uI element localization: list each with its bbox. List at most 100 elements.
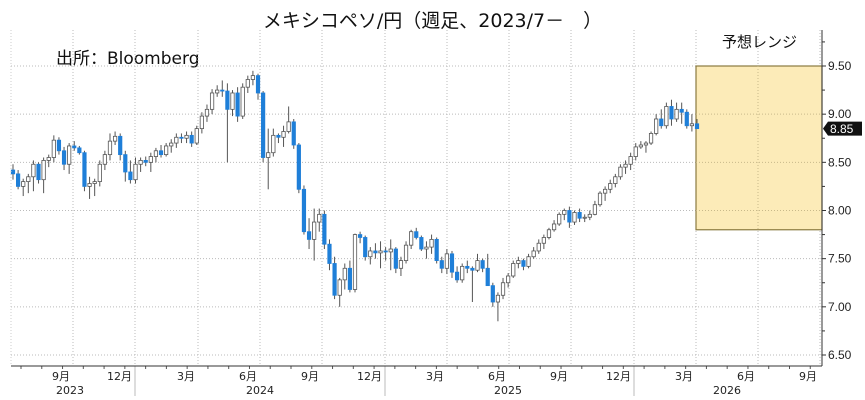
candle-up: [623, 163, 628, 168]
candle-up: [271, 134, 276, 154]
candle-down: [255, 75, 261, 94]
candle-up: [608, 183, 613, 190]
candle-up: [587, 213, 592, 218]
candle-down: [123, 154, 128, 173]
candle-down: [465, 265, 470, 269]
candles: [10, 70, 700, 322]
x-tick-label: 12月: [606, 370, 631, 383]
candle-up: [572, 212, 577, 223]
candle-down: [291, 121, 296, 146]
candle-up: [444, 253, 449, 269]
candle-up: [194, 128, 199, 144]
candle-down: [659, 118, 664, 127]
candle-down: [454, 271, 460, 281]
candle-down: [235, 92, 240, 117]
candle-down: [158, 150, 164, 156]
y-tick-label: 8.50: [828, 155, 852, 169]
candle-up: [368, 250, 373, 258]
candle-down: [72, 145, 77, 149]
candle-up: [582, 216, 587, 219]
candle-up: [286, 121, 291, 132]
candle-down: [470, 267, 475, 271]
candle-down: [10, 169, 16, 175]
candle-up: [546, 229, 552, 238]
x-tick-label: 12月: [107, 370, 132, 383]
candle-up: [317, 213, 322, 223]
candle-up: [199, 115, 204, 130]
x-tick-label: 3月: [426, 370, 444, 383]
x-tick-label: 3月: [177, 370, 195, 383]
candle-up: [674, 108, 679, 120]
candle-up: [164, 145, 169, 156]
candle-up: [230, 92, 235, 110]
candle-up: [618, 166, 623, 178]
candle-down: [143, 160, 148, 163]
candle-up: [92, 181, 97, 184]
chart-title: メキシコペソ/円（週足、2023/7－ ）: [262, 10, 603, 32]
candle-up: [67, 145, 72, 165]
candle-up: [169, 142, 174, 147]
candle-down: [567, 210, 572, 223]
candle-up: [138, 160, 143, 165]
candle-down: [419, 237, 424, 250]
candle-down: [480, 260, 485, 269]
candle-up: [460, 265, 465, 281]
candle-up: [174, 136, 179, 144]
candle-up: [250, 75, 256, 80]
candle-up: [337, 279, 342, 296]
candle-up: [664, 106, 669, 127]
candle-up: [654, 118, 659, 134]
candle-up: [148, 156, 153, 163]
candle-up: [209, 92, 215, 110]
candle-up: [597, 192, 603, 206]
candle-down: [449, 253, 455, 273]
candle-down: [694, 123, 700, 130]
candle-down: [36, 163, 41, 181]
candle-up: [153, 150, 159, 157]
candle-down: [439, 260, 444, 269]
candle-up: [592, 204, 598, 215]
candle-up: [102, 154, 107, 165]
candle-down: [577, 212, 582, 219]
y-tick-label: 9.00: [828, 107, 852, 121]
candle-up: [133, 163, 138, 181]
candle-down: [220, 89, 225, 92]
candle-up: [424, 246, 429, 250]
candle-up: [31, 163, 36, 178]
candle-down: [347, 267, 352, 290]
candle-up: [429, 238, 434, 248]
candle-down: [485, 267, 490, 287]
candle-up: [240, 86, 245, 117]
candle-up: [536, 242, 541, 252]
candle-down: [77, 147, 82, 154]
source-label: 出所：Bloomberg: [56, 49, 200, 69]
candle-up: [638, 144, 643, 148]
candle-up: [531, 250, 536, 258]
candle-up: [87, 183, 92, 187]
candle-up: [281, 131, 286, 138]
candle-up: [46, 157, 51, 161]
year-label: 2024: [246, 384, 274, 397]
forecast-range-rect: [695, 65, 823, 231]
candle-down: [118, 135, 123, 156]
y-tick-label: 7.00: [828, 300, 852, 314]
y-tick-label: 7.50: [828, 252, 852, 266]
candle-up: [506, 275, 511, 284]
candle-down: [684, 111, 689, 127]
candle-down: [82, 152, 87, 187]
candle-up: [342, 267, 347, 281]
candle-down: [383, 250, 388, 253]
candle-down: [521, 260, 526, 267]
y-tick-label: 6.50: [828, 348, 852, 362]
y-tick-label: 9.50: [828, 59, 852, 73]
x-tick-label: 6月: [488, 370, 506, 383]
x-tick-label: 6月: [239, 370, 257, 383]
axes: 6.50 7.00 7.50 8.00 8.50 9.00 9.50 9月 12月 3月 6月 9月 1…: [10, 30, 852, 397]
candle-up: [403, 244, 409, 261]
forecast-range-box: [695, 65, 823, 231]
forecast-range-label: 予想レンジ: [722, 33, 798, 51]
candle-up: [495, 294, 501, 303]
candle-up: [352, 234, 358, 290]
candle-up: [689, 123, 694, 127]
